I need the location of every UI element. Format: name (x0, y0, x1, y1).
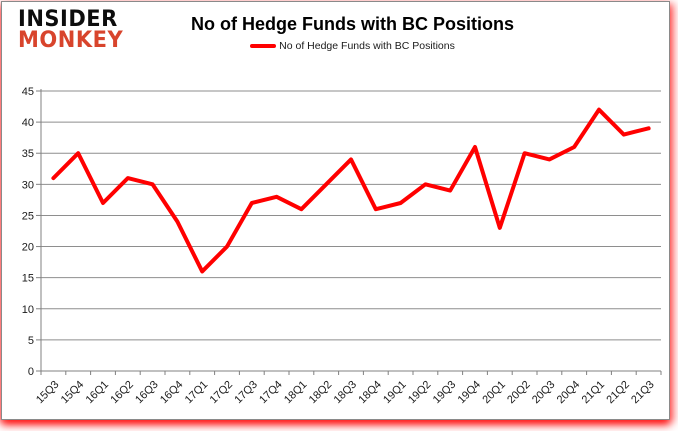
line-chart: 0 5 10 15 20 25 30 35 40 45 15Q315Q416Q116Q216Q316… (22, 86, 662, 407)
x-tick-label: 16Q2 (108, 379, 136, 407)
x-tick-label: 15Q3 (34, 379, 62, 407)
x-tick-label: 18Q4 (356, 379, 384, 407)
x-tick-label: 20Q2 (505, 379, 533, 407)
x-tick-label: 16Q4 (158, 379, 186, 407)
chart-frame: INSIDER MONKEY No of Hedge Funds with BC… (1, 1, 670, 420)
logo-line-monkey: MONKEY (18, 26, 124, 52)
y-tick-label: 5 (28, 335, 34, 347)
legend: No of Hedge Funds with BC Positions (2, 40, 669, 52)
x-tick-label: 19Q2 (406, 379, 434, 407)
x-tick-label: 18Q3 (332, 379, 360, 407)
insider-monkey-logo: INSIDER MONKEY (18, 5, 124, 52)
y-tick-label: 40 (22, 117, 34, 129)
x-tick-label: 19Q4 (456, 379, 484, 407)
x-tick-label: 15Q4 (59, 379, 87, 407)
x-tick-label: 17Q4 (257, 379, 285, 407)
legend-line-marker (250, 44, 277, 48)
x-tick-label: 17Q2 (208, 379, 236, 407)
series-line (51, 107, 651, 274)
y-tick-label: 10 (22, 304, 34, 316)
chart-title: No of Hedge Funds with BC Positions (191, 14, 514, 34)
y-tick-label: 20 (22, 242, 34, 254)
logo-line-insider: INSIDER (18, 5, 118, 32)
x-tick-label: 16Q1 (84, 379, 112, 407)
y-tick-label: 15 (22, 273, 34, 285)
y-tick-label: 45 (22, 86, 34, 98)
y-tick-label: 0 (28, 366, 34, 378)
x-tick-label: 19Q1 (381, 379, 409, 407)
x-tick-label: 19Q3 (431, 379, 459, 407)
x-tick-label: 17Q3 (232, 379, 260, 407)
y-tick-label: 35 (22, 148, 34, 160)
x-tick-label: 20Q4 (555, 379, 583, 407)
x-tick-label: 20Q1 (480, 379, 508, 407)
y-tick-label: 25 (22, 210, 34, 222)
x-tick-label: 21Q3 (629, 379, 657, 407)
x-tick-label: 20Q3 (530, 379, 558, 407)
x-tick-label: 18Q1 (282, 379, 310, 407)
x-tick-label: 21Q2 (604, 379, 632, 407)
x-tick-label: 17Q1 (183, 379, 211, 407)
y-tick-label: 30 (22, 179, 34, 191)
x-tick-label: 16Q3 (133, 379, 161, 407)
x-tick-label: 18Q2 (307, 379, 335, 407)
x-tick-label: 21Q1 (580, 379, 608, 407)
legend-label: No of Hedge Funds with BC Positions (279, 40, 455, 52)
